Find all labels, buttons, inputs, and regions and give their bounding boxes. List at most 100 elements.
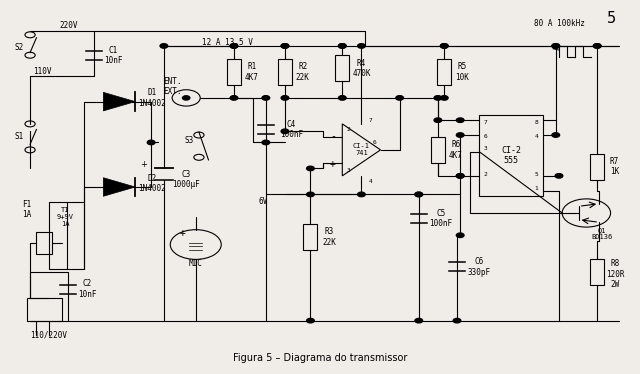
Bar (49, 202, 84, 269)
Circle shape (281, 129, 289, 134)
Circle shape (160, 44, 168, 48)
Circle shape (415, 318, 422, 323)
Text: R3
22K: R3 22K (322, 227, 336, 247)
Bar (437, 59, 451, 85)
Text: -: - (330, 131, 336, 141)
Text: +: + (180, 229, 186, 238)
Circle shape (281, 44, 289, 48)
Bar (335, 55, 349, 81)
Circle shape (230, 96, 238, 100)
Text: ENT.
EXT.: ENT. EXT. (163, 77, 181, 96)
Text: 6V: 6V (258, 197, 268, 206)
Polygon shape (103, 178, 135, 196)
Bar (590, 154, 604, 180)
Circle shape (552, 133, 559, 137)
Text: CI-1
741: CI-1 741 (353, 143, 370, 156)
Text: T1
9+9V
1A: T1 9+9V 1A (56, 207, 74, 227)
Text: S1: S1 (15, 132, 24, 141)
Circle shape (456, 174, 464, 178)
Text: 7: 7 (484, 120, 488, 125)
Circle shape (415, 192, 422, 197)
Bar (479, 114, 543, 196)
Bar (36, 232, 52, 254)
Text: C6
330pF: C6 330pF (468, 257, 491, 276)
Circle shape (552, 44, 559, 48)
Circle shape (281, 44, 289, 48)
Circle shape (307, 166, 314, 171)
Text: 80 A 100kHz: 80 A 100kHz (534, 19, 584, 28)
Circle shape (182, 96, 190, 100)
Text: 5: 5 (607, 10, 616, 25)
Text: F1
1A: F1 1A (22, 200, 31, 219)
Circle shape (358, 192, 365, 197)
Text: 5: 5 (535, 172, 538, 177)
Circle shape (358, 44, 365, 48)
Circle shape (230, 44, 238, 48)
Circle shape (230, 44, 238, 48)
Circle shape (262, 140, 269, 145)
Text: R8
120R
2W: R8 120R 2W (606, 259, 624, 289)
Circle shape (456, 133, 464, 137)
Bar (303, 224, 317, 250)
Bar (27, 298, 62, 321)
Text: 3: 3 (484, 145, 488, 150)
Text: +: + (140, 160, 147, 169)
Text: 6: 6 (372, 140, 376, 145)
Text: R1
4K7: R1 4K7 (245, 62, 259, 82)
Circle shape (339, 96, 346, 100)
Circle shape (434, 96, 442, 100)
Text: +: + (330, 159, 336, 169)
Circle shape (339, 44, 346, 48)
Circle shape (262, 96, 269, 100)
Circle shape (456, 174, 464, 178)
Text: 110V: 110V (33, 67, 52, 76)
Text: C1
10nF: C1 10nF (104, 46, 122, 65)
Text: C4
100nF: C4 100nF (280, 120, 303, 139)
Circle shape (555, 174, 563, 178)
Text: 7: 7 (369, 118, 373, 123)
Text: 12 A 13,5 V: 12 A 13,5 V (202, 38, 253, 47)
Circle shape (440, 44, 448, 48)
Circle shape (307, 318, 314, 323)
Polygon shape (103, 92, 135, 111)
Circle shape (434, 118, 442, 122)
Text: R6
4K7: R6 4K7 (449, 140, 463, 160)
Text: R4
470K: R4 470K (352, 58, 371, 78)
Bar (590, 260, 604, 285)
Text: MIC: MIC (189, 258, 203, 268)
Text: R2
22K: R2 22K (296, 62, 310, 82)
Circle shape (147, 140, 155, 145)
Circle shape (456, 118, 464, 122)
Text: 2: 2 (347, 127, 351, 132)
Text: 1: 1 (535, 186, 538, 191)
Circle shape (339, 44, 346, 48)
Text: D2
1N4002: D2 1N4002 (138, 174, 166, 193)
Text: C3
1000µF: C3 1000µF (172, 170, 200, 189)
Text: C5
100nF: C5 100nF (429, 209, 452, 228)
Circle shape (552, 44, 559, 48)
Text: Q1
BD136: Q1 BD136 (591, 227, 613, 240)
Circle shape (307, 192, 314, 197)
Text: 3: 3 (347, 168, 351, 173)
Text: 4: 4 (535, 134, 538, 140)
Bar (278, 59, 292, 85)
Circle shape (440, 96, 448, 100)
Text: 2: 2 (484, 172, 488, 177)
Text: 110/220V: 110/220V (30, 331, 67, 340)
Text: C2
10nF: C2 10nF (78, 279, 97, 299)
Circle shape (456, 233, 464, 237)
Text: R5
10K: R5 10K (455, 62, 469, 82)
Text: CI-2
555: CI-2 555 (501, 146, 521, 165)
Circle shape (453, 318, 461, 323)
Circle shape (440, 44, 448, 48)
Circle shape (281, 96, 289, 100)
Circle shape (593, 44, 601, 48)
Text: 220V: 220V (59, 21, 77, 30)
Text: 6: 6 (484, 134, 488, 140)
Text: Figura 5 – Diagrama do transmissor: Figura 5 – Diagrama do transmissor (233, 353, 407, 363)
Text: S2: S2 (15, 43, 24, 52)
Circle shape (396, 96, 403, 100)
Text: S3: S3 (185, 136, 194, 145)
Bar (431, 137, 445, 163)
Text: R7
1K: R7 1K (610, 157, 619, 176)
